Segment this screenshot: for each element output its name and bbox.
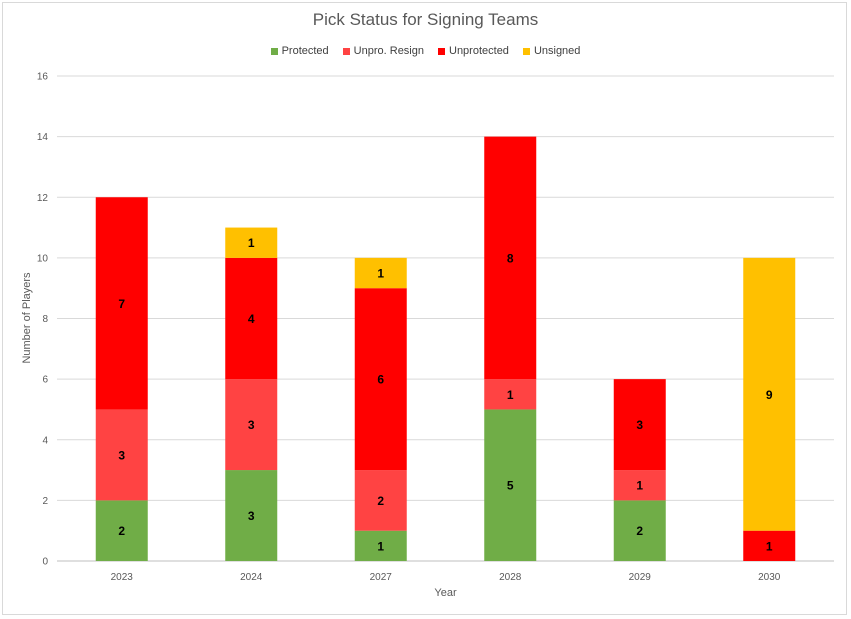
y-tick-label: 16 <box>37 72 49 83</box>
data-label: 3 <box>248 418 255 432</box>
legend-label-unpro-resign: Unpro. Resign <box>353 45 424 57</box>
legend-swatch-unprotected <box>438 47 445 55</box>
legend-item-protected: Protected <box>270 45 329 57</box>
x-axis-title: Year <box>434 587 457 599</box>
bar-segment <box>484 136 537 380</box>
data-label: 1 <box>507 388 514 402</box>
legend-swatch-unsigned <box>522 47 530 55</box>
legend-item-unsigned: Unsigned <box>522 45 581 57</box>
chart-legend: Protected Unpro. Resign Unprotected Unsi… <box>0 45 851 57</box>
y-tick-label: 0 <box>42 557 48 568</box>
data-label: 2 <box>377 494 384 508</box>
data-label: 3 <box>118 448 125 462</box>
y-tick-label: 10 <box>37 253 49 264</box>
data-label: 4 <box>248 312 255 326</box>
bar-segment <box>484 409 537 561</box>
bar-segment <box>613 470 666 501</box>
bar-segment <box>354 530 407 561</box>
legend-swatch-protected <box>270 47 278 55</box>
data-label: 7 <box>118 297 125 311</box>
data-label: 6 <box>377 373 384 387</box>
x-tick-label: 2027 <box>370 572 393 583</box>
bar-segment <box>95 500 148 561</box>
bar-segment <box>613 379 666 471</box>
bar-segment <box>225 257 278 380</box>
bar-segment <box>95 409 148 501</box>
legend-item-unpro-resign: Unpro. Resign <box>342 45 424 57</box>
bar-segment <box>95 197 148 410</box>
x-tick-label: 2024 <box>240 572 263 583</box>
x-tick-label: 2029 <box>629 572 652 583</box>
bar-segment <box>743 530 796 561</box>
data-label: 1 <box>248 236 255 250</box>
y-tick-label: 14 <box>37 132 49 143</box>
bar-segment <box>225 379 278 471</box>
data-label: 5 <box>507 479 514 493</box>
bar-segment <box>354 257 407 289</box>
legend-label-protected: Protected <box>281 45 329 57</box>
data-label: 1 <box>766 539 773 553</box>
data-label: 1 <box>636 479 643 493</box>
bar-segment <box>225 470 278 561</box>
x-tick-label: 2023 <box>111 572 134 583</box>
y-tick-label: 6 <box>42 375 48 386</box>
data-label: 1 <box>377 539 384 553</box>
x-tick-label: 2030 <box>758 572 781 583</box>
legend-label-unsigned: Unsigned <box>533 45 581 57</box>
data-label: 3 <box>248 509 255 523</box>
bar-segment <box>484 379 537 410</box>
data-label: 2 <box>118 524 125 538</box>
bar-segment <box>613 500 666 561</box>
data-label: 8 <box>507 251 514 265</box>
data-label: 3 <box>636 418 643 432</box>
chart-title: Pick Status for Signing Teams <box>312 10 539 29</box>
legend-label-unprotected: Unprotected <box>449 45 509 57</box>
bar-segment <box>354 470 407 531</box>
legend-swatch-unpro-resign <box>342 47 350 55</box>
bar-segment <box>354 288 407 471</box>
bar-segment <box>225 227 278 258</box>
x-tick-label: 2028 <box>499 572 522 583</box>
data-label: 2 <box>636 524 643 538</box>
y-tick-label: 4 <box>42 435 48 446</box>
data-label: 1 <box>377 267 384 281</box>
y-tick-label: 2 <box>42 496 48 507</box>
legend-item-unprotected: Unprotected <box>438 45 509 57</box>
y-tick-label: 8 <box>42 314 48 325</box>
bar-segment <box>743 257 796 531</box>
data-label: 9 <box>766 388 773 402</box>
y-tick-label: 12 <box>37 193 49 204</box>
